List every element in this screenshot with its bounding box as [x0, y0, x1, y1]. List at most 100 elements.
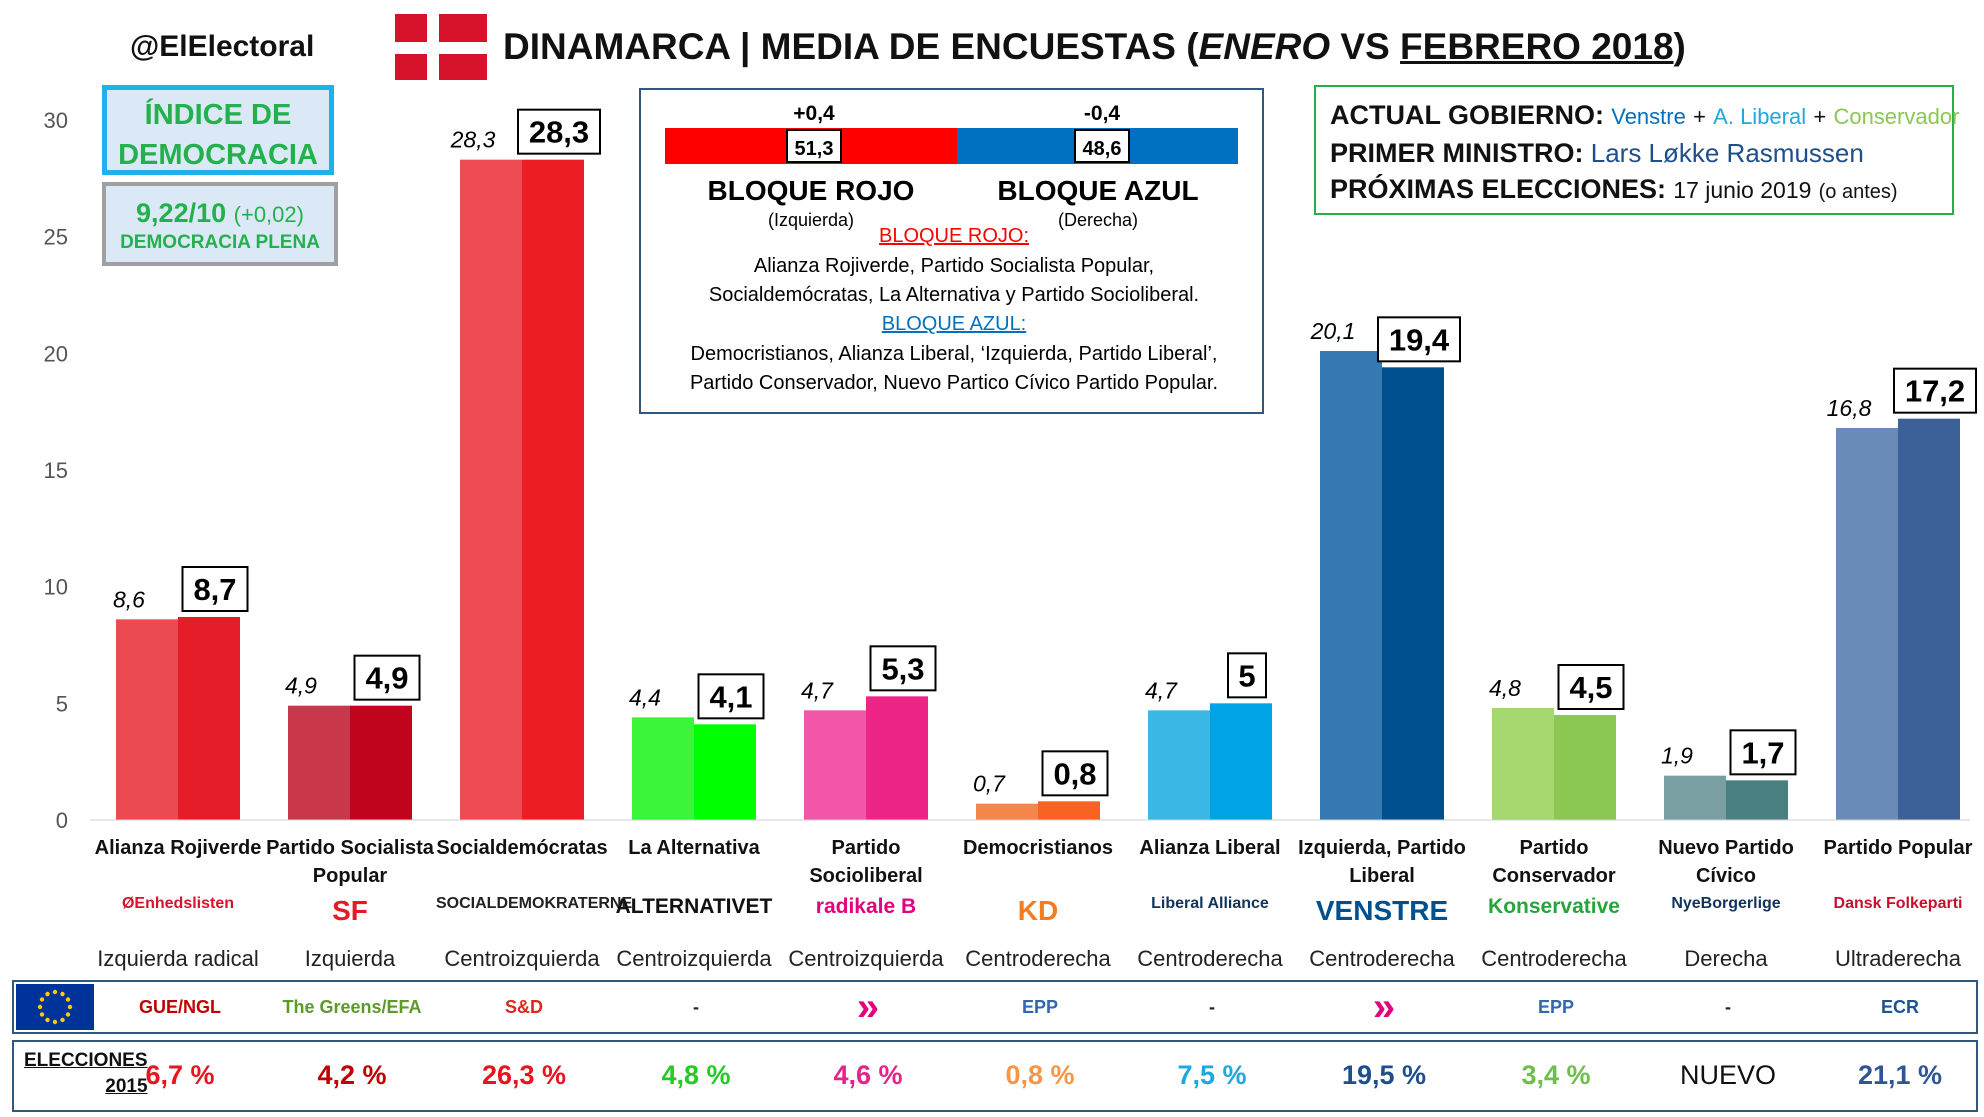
- data-label-box-febrero: [1893, 367, 1977, 414]
- data-label-enero: 4,8: [1489, 675, 1521, 701]
- election-2015-value: 4,8 %: [661, 1060, 731, 1090]
- election-2015-value: 4,6 %: [833, 1060, 903, 1090]
- title-vs: VS: [1330, 26, 1401, 67]
- data-label-enero: 16,8: [1827, 395, 1872, 421]
- election-2015-value: 3,4 %: [1521, 1060, 1591, 1090]
- data-label-enero: 28,3: [450, 127, 496, 153]
- title-prev-month: ENERO: [1198, 26, 1331, 67]
- party-name-line1: Nuevo Partido: [1658, 837, 1794, 859]
- eu-star: [45, 991, 50, 997]
- data-label-febrero: 4,5: [1569, 670, 1612, 705]
- party-ideology: Derecha: [1684, 946, 1768, 971]
- party-name: La Alternativa: [608, 834, 780, 862]
- data-label-enero: 4,7: [1145, 677, 1178, 703]
- party-ideology: Centroizquierda: [444, 946, 600, 971]
- party-name-line1: Partido Socialista: [266, 837, 434, 859]
- pm-line: PRIMER MINISTRO: Lars Løkke Rasmussen: [1330, 135, 1952, 171]
- party-logo-icon: NyeBorgerlige: [1671, 895, 1781, 912]
- party-logo-icon: VENSTRE: [1315, 895, 1449, 926]
- eu-group-row: GUE/NGL The Greens/EFA S&D - » EPP - » EPP - ECR: [12, 980, 1978, 1034]
- party-ideology: Izquierda: [304, 946, 396, 971]
- title-main: DINAMARCA | MEDIA DE ENCUESTAS (: [503, 26, 1199, 67]
- gov-plus-2: +: [1813, 104, 1827, 129]
- party-ideology: Centroizquierda: [616, 946, 772, 971]
- data-label-enero: 0,7: [973, 771, 1006, 797]
- data-label-febrero: 28,3: [529, 115, 589, 150]
- bloc-red-members-2: Socialdemócratas, La Alternativa y Parti…: [709, 284, 1199, 306]
- eu-flag-icon: [16, 984, 94, 1030]
- y-tick-label: 20: [44, 341, 68, 366]
- democracy-index-title-box: ÍNDICE DE DEMOCRACIA: [102, 85, 334, 175]
- party-name: Nuevo Partido Cívico: [1640, 834, 1812, 890]
- data-label-febrero: 5,3: [881, 651, 924, 686]
- gov-party-conservative: Conservador: [1833, 104, 1960, 129]
- election-2015-value: 0,8 %: [1005, 1060, 1075, 1090]
- bar-enero: [632, 717, 694, 820]
- bloc-blue-value: 48,6: [1083, 138, 1122, 160]
- bar-febrero: [694, 724, 756, 820]
- bloc-red-side: (Izquierda): [768, 210, 854, 230]
- bar-enero: [116, 619, 178, 820]
- democracy-score-box: 9,22/10 (+0,02) DEMOCRACIA PLENA: [102, 182, 338, 266]
- eu-star: [39, 997, 45, 1002]
- democracy-label: DEMOCRACIA PLENA: [120, 232, 320, 253]
- bar-enero: [804, 710, 866, 820]
- election-2015-value: 7,5 %: [1177, 1060, 1247, 1090]
- democracy-title-line2: DEMOCRACIA: [118, 139, 318, 171]
- election-2015-value: 19,5 %: [1341, 1060, 1427, 1090]
- pm-label: PRIMER MINISTRO:: [1330, 138, 1584, 168]
- data-label-febrero: 8,7: [193, 572, 236, 607]
- bar-enero: [1320, 351, 1382, 820]
- gov-party-venstre: Venstre: [1611, 104, 1686, 129]
- party-name: Democristianos: [952, 834, 1124, 862]
- party-name-line1: Alianza Rojiverde: [94, 837, 262, 859]
- title-close: ): [1673, 26, 1686, 67]
- next-election-line: PRÓXIMAS ELECCIONES: 17 junio 2019 (o an…: [1330, 171, 1952, 210]
- eu-star: [52, 989, 58, 995]
- poll-bar-chart: 0 5 10 15 20 25 30 8,6 8,7 4,9 4,9 28,3 28,3 4,4 4,1 4,…: [44, 108, 1977, 833]
- data-label-enero: 4,4: [629, 684, 661, 710]
- bar-febrero: [1382, 367, 1444, 820]
- eu-group-icon: EPP: [1537, 996, 1575, 1017]
- eu-group-icon: -: [1209, 996, 1215, 1017]
- bloc-blue-members-2: Partido Conservador, Nuevo Partico Cívic…: [690, 372, 1218, 394]
- democracy-score-value: 9,22/10: [136, 198, 227, 228]
- party-ideology: Centroderecha: [1481, 946, 1627, 971]
- data-label-box-febrero: [353, 654, 421, 701]
- data-label-febrero: 5: [1238, 658, 1255, 693]
- party-logo-icon: ALTERNATIVET: [615, 895, 773, 918]
- election-2015-value: 26,3 %: [481, 1060, 567, 1090]
- eu-star: [39, 1012, 45, 1017]
- bar-febrero: [1726, 780, 1788, 820]
- party-ideology: Izquierda radical: [97, 946, 259, 971]
- title-current-month: FEBRERO 2018: [1400, 26, 1674, 67]
- bar-enero: [976, 803, 1038, 820]
- y-tick-label: 25: [44, 225, 68, 250]
- data-label-enero: 1,9: [1661, 743, 1693, 769]
- data-label-enero: 4,7: [801, 677, 834, 703]
- gov-plus-1: +: [1693, 104, 1706, 129]
- bloc-blue-side: (Derecha): [1058, 210, 1138, 230]
- data-label-febrero: 1,7: [1741, 735, 1784, 770]
- eu-star: [37, 1004, 43, 1010]
- y-tick-label: 30: [44, 108, 68, 133]
- y-tick-label: 5: [56, 691, 68, 716]
- party-logo-icon: SOCIALDEMOKRATERNE: [436, 895, 633, 912]
- government-info-box: ACTUAL GOBIERNO: Venstre + A. Liberal + …: [1314, 85, 1959, 215]
- eu-star: [45, 1017, 50, 1023]
- eu-group-icon: GUE/NGL: [138, 996, 221, 1017]
- site-handle: @ElElectoral: [130, 30, 315, 63]
- election-2015-value: 21,1 %: [1857, 1060, 1943, 1090]
- bloc-blue-change: -0,4: [1084, 102, 1121, 125]
- eu-star: [60, 991, 65, 997]
- government-line: ACTUAL GOBIERNO: Venstre + A. Liberal + …: [1330, 97, 1959, 135]
- bloc-red-name: BLOQUE ROJO: [708, 175, 915, 206]
- party-name: Socialdemócratas: [436, 834, 608, 862]
- bar-enero: [1492, 708, 1554, 820]
- next-election-label: PRÓXIMAS ELECCIONES:: [1330, 174, 1667, 204]
- party-name-line1: Izquierda, Partido: [1298, 837, 1466, 859]
- bar-febrero: [1210, 703, 1272, 820]
- eu-group-icon: S&D: [504, 996, 543, 1017]
- party-ideology: Centroderecha: [965, 946, 1111, 971]
- eu-star: [65, 1012, 71, 1017]
